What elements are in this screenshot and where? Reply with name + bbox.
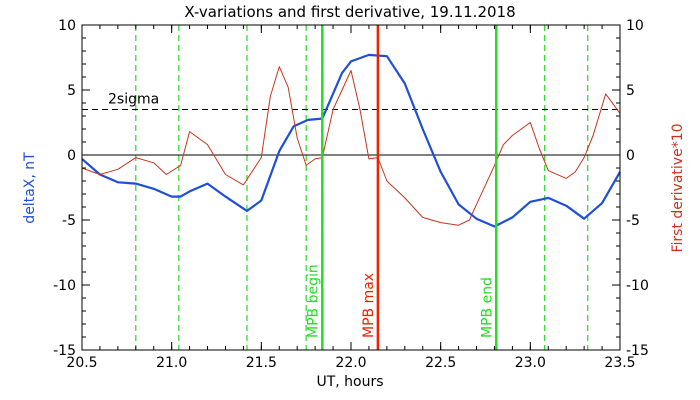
plot-frame <box>81 24 621 351</box>
y-tick-label-right-1: -10 <box>626 278 649 294</box>
sigma-label: 2sigma <box>108 92 159 108</box>
marker-label-2: MPB end <box>479 277 495 338</box>
y-tick-label-1: -10 <box>53 278 76 294</box>
x-axis-label: UT, hours <box>316 374 383 390</box>
marker-label-0: MPB begin <box>305 264 321 338</box>
y-tick-label-2: -5 <box>62 213 76 229</box>
y-tick-label-5: 10 <box>58 18 76 34</box>
y-axis-label-left: deltaX, nT <box>22 152 38 224</box>
x-tick-label-5: 23.0 <box>515 355 546 371</box>
y-tick-label-right-4: 5 <box>626 83 635 99</box>
y-tick-label-right-0: -15 <box>626 343 649 359</box>
x-tick-label-3: 22.0 <box>335 355 366 371</box>
y-tick-label-right-5: 10 <box>626 18 644 34</box>
x-tick-label-2: 21.5 <box>246 355 277 371</box>
y-tick-label-right-3: 0 <box>626 148 635 164</box>
x-tick-label-1: 21.0 <box>156 355 187 371</box>
x-tick-label-0: 20.5 <box>66 355 97 371</box>
y-tick-label-3: 0 <box>67 148 76 164</box>
y-tick-label-right-2: -5 <box>626 213 640 229</box>
y-axis-label-right: First derivative*10 <box>670 123 686 252</box>
series-deltaX-line <box>81 53 621 228</box>
x-tick-label-6: 23.5 <box>604 355 635 371</box>
plot-area: 2sigma MPB begin MPB max MPB end 20.5 21.0 21.… <box>53 18 649 371</box>
marker-label-1: MPB max <box>361 273 377 338</box>
x-tick-label-4: 22.5 <box>425 355 456 371</box>
y-tick-label-0: -15 <box>53 343 76 359</box>
series-derivative-line <box>81 66 621 226</box>
y-tick-label-4: 5 <box>67 83 76 99</box>
chart-title: X-variations and first derivative, 19.11… <box>184 3 515 21</box>
